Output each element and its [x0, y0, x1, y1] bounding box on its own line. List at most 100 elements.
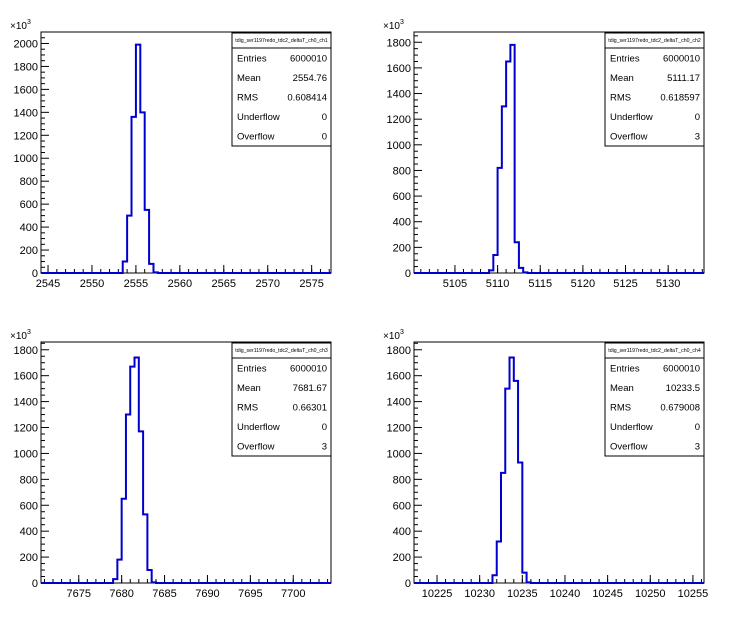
- y-tick-label: 1000: [387, 448, 411, 460]
- stats-box-frame: [231, 342, 332, 457]
- stats-label: Overflow: [237, 132, 275, 143]
- y-tick-label: 200: [393, 242, 411, 254]
- stats-box-frame: [231, 32, 332, 147]
- y-tick-label: 800: [393, 474, 411, 486]
- stats-value: 2554.76: [293, 73, 327, 84]
- x-tick-label: 5110: [486, 278, 510, 290]
- x-tick-label: 2550: [80, 278, 104, 290]
- x-tick-label: 5105: [443, 278, 467, 290]
- stats-label: Mean: [237, 383, 261, 394]
- multiplier-base: ×10: [10, 21, 27, 32]
- stats-label: Underflow: [237, 112, 280, 123]
- y-tick-label: 0: [405, 578, 411, 590]
- stats-label: Mean: [237, 73, 261, 84]
- y-tick-label: 600: [20, 500, 38, 512]
- stats-value: 6000010: [290, 363, 327, 374]
- x-tick-label: 2570: [255, 278, 279, 290]
- histogram-bin: [510, 358, 514, 583]
- stats-label: RMS: [237, 93, 258, 104]
- histogram-title: tdig_ser1197redo_tdc2_deltaT_ch0_ch3: [235, 348, 328, 354]
- y-axis-multiplier: ×103: [383, 19, 404, 32]
- y-tick-label: 1600: [14, 84, 38, 96]
- y-tick-label: 600: [393, 500, 411, 512]
- multiplier-exponent: 3: [400, 329, 404, 336]
- stats-box: tdig_ser1197redo_tdc2_deltaT_ch0_ch3 Entr…: [231, 342, 332, 457]
- x-tick-label: 2560: [168, 278, 192, 290]
- stats-value: 0.608414: [287, 93, 327, 104]
- y-tick-label: 1000: [387, 140, 411, 152]
- x-tick-label: 7690: [195, 588, 219, 600]
- y-tick-label: 400: [20, 526, 38, 538]
- histogram-panel-1: 2545 2550 2555 2560 2565 2570 2575 0 200 400 600 80…: [10, 19, 332, 290]
- stats-label: Entries: [610, 53, 640, 64]
- x-tick-label: 2555: [124, 278, 148, 290]
- y-tick-label: 1600: [14, 371, 38, 383]
- stats-value: 6000010: [663, 53, 700, 64]
- x-tick-label: 10240: [550, 588, 581, 600]
- y-tick-label: 800: [393, 165, 411, 177]
- histogram-line: [414, 356, 704, 584]
- histogram-panel-2: 5105 5110 5115 5120 5125 5130 0 200 400 600 800 100…: [383, 19, 705, 290]
- stats-label: Entries: [610, 363, 640, 374]
- x-tick-label: 10230: [464, 588, 495, 600]
- y-tick-label: 1600: [387, 371, 411, 383]
- stats-value: 10233.5: [666, 383, 700, 394]
- stats-value: 5111.17: [667, 73, 700, 84]
- histogram-line: [41, 356, 331, 584]
- histogram-panel-4: 10225 10230 10235 10240 10245 10250 10255 0 200 4…: [383, 329, 708, 600]
- stats-label: Mean: [610, 73, 634, 84]
- stats-value: 3: [322, 442, 327, 453]
- y-axis-multiplier: ×103: [10, 19, 31, 32]
- y-tick-label: 1400: [387, 397, 411, 409]
- y-tick-label: 800: [20, 176, 38, 188]
- y-tick-label: 0: [32, 268, 38, 280]
- y-tick-label: 1400: [14, 397, 38, 409]
- y-tick-label: 400: [393, 526, 411, 538]
- y-axis-multiplier: ×103: [383, 329, 404, 342]
- stats-box-frame: [604, 32, 705, 147]
- x-tick-label: 5130: [656, 278, 680, 290]
- histogram-title: tdig_ser1197redo_tdc2_deltaT_ch0_ch2: [608, 38, 701, 44]
- stats-value: 6000010: [663, 363, 700, 374]
- x-tick-label: 10225: [422, 588, 453, 600]
- stats-box: tdig_ser1197redo_tdc2_deltaT_ch0_ch4 Entr…: [604, 342, 705, 457]
- y-tick-label: 1600: [387, 63, 411, 75]
- stats-value: 0.66301: [293, 403, 327, 414]
- y-tick-label: 1800: [14, 345, 38, 357]
- stats-label: Underflow: [610, 112, 653, 123]
- stats-label: RMS: [237, 403, 258, 414]
- stats-value: 0.618597: [660, 93, 700, 104]
- x-tick-label: 7700: [281, 588, 305, 600]
- y-tick-label: 400: [20, 222, 38, 234]
- stats-value: 7681.67: [293, 383, 327, 394]
- stats-value: 3: [695, 132, 700, 143]
- stats-value: 0: [322, 112, 327, 123]
- y-tick-label: 0: [32, 578, 38, 590]
- y-tick-label: 1200: [14, 423, 38, 435]
- stats-value: 0: [322, 422, 327, 433]
- stats-label: Underflow: [237, 422, 280, 433]
- x-tick-label: 2565: [212, 278, 236, 290]
- x-tick-label: 7685: [152, 588, 176, 600]
- stats-label: Overflow: [237, 442, 275, 453]
- multiplier-base: ×10: [383, 21, 400, 32]
- x-tick-label: 7680: [109, 588, 133, 600]
- y-tick-label: 200: [20, 245, 38, 257]
- x-tick-label: 7695: [238, 588, 262, 600]
- histogram-line: [41, 43, 331, 274]
- y-tick-label: 800: [20, 474, 38, 486]
- y-tick-label: 1800: [387, 345, 411, 357]
- stats-value: 3: [695, 442, 700, 453]
- x-tick-label: 10250: [635, 588, 666, 600]
- y-tick-label: 600: [393, 191, 411, 203]
- stats-box: tdig_ser1197redo_tdc2_deltaT_ch0_ch2 Entr…: [604, 32, 705, 147]
- stats-value: 0: [695, 112, 700, 123]
- stats-label: RMS: [610, 93, 631, 104]
- x-tick-label: 5115: [528, 278, 552, 290]
- stats-value: 0: [322, 132, 327, 143]
- y-tick-label: 1000: [14, 153, 38, 165]
- y-tick-label: 200: [393, 552, 411, 564]
- histogram-line: [414, 43, 704, 274]
- y-tick-label: 200: [20, 552, 38, 564]
